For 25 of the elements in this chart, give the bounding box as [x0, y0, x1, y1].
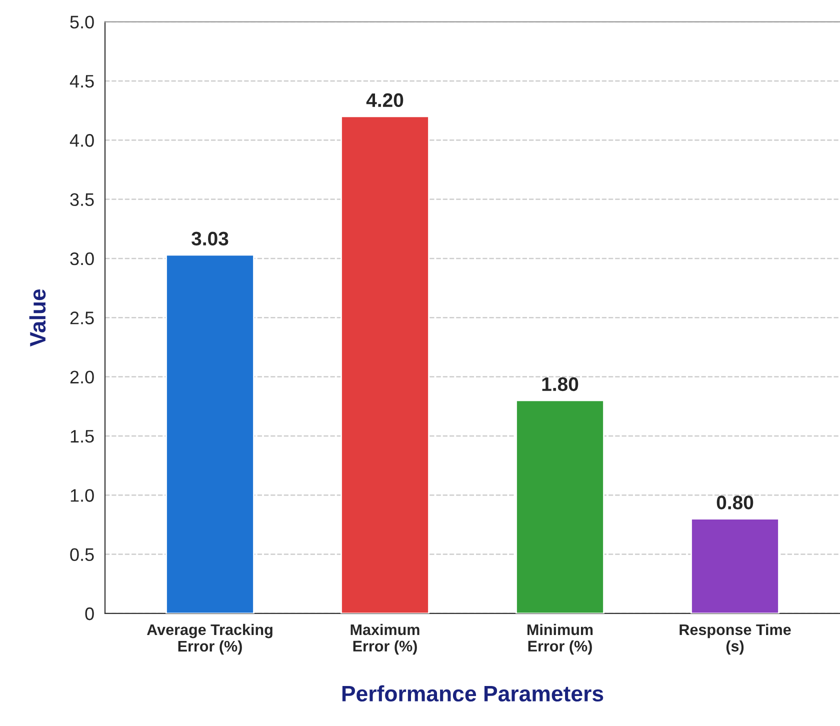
- data-label: 4.20: [366, 93, 404, 108]
- y-tick-label: 1.0: [70, 489, 94, 502]
- data-label: 3.03: [192, 232, 228, 246]
- y-tick-label: 5.0: [70, 16, 94, 28]
- data-label: 0.80: [716, 496, 754, 510]
- y-tick-label: 4.0: [70, 134, 94, 147]
- y-tick-label: 3.0: [70, 252, 94, 266]
- y-tick-label: 4.5: [70, 75, 94, 88]
- bar: [340, 116, 430, 614]
- x-tick-label: Minimum Error (%): [528, 624, 593, 655]
- y-axis-title: Value: [29, 289, 46, 347]
- y-tick-label: 2.5: [70, 312, 94, 324]
- x-axis-title: Performance Parameters: [342, 685, 604, 702]
- x-tick-label: Response Time (s): [680, 624, 791, 655]
- y-tick-label: 0: [85, 607, 94, 620]
- y-tick-label: 0.5: [70, 548, 94, 562]
- x-tick-label: Maximum Error (%): [350, 624, 420, 655]
- bar: [690, 518, 780, 614]
- y-tick-label: 3.5: [70, 193, 94, 206]
- y-tick-label: 1.5: [70, 430, 94, 443]
- data-label: 1.80: [542, 377, 578, 392]
- bar: [166, 254, 254, 614]
- x-tick-label: Average Tracking Error (%): [146, 624, 272, 655]
- bar: [516, 400, 604, 614]
- y-tick-label: 2.0: [70, 370, 94, 384]
